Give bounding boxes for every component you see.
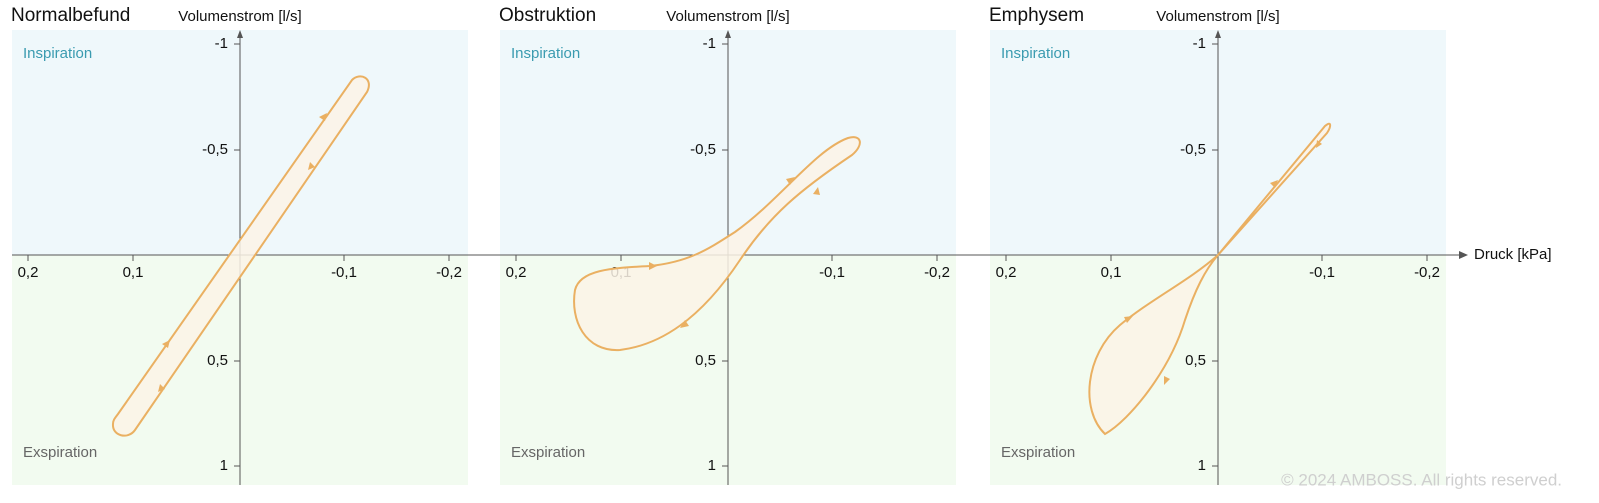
y-axis-label: Volumenstrom [l/s] [1156,8,1279,25]
arrow [158,384,165,392]
y-axis-arrow [725,30,731,38]
panel-title: Normalbefund [11,5,130,26]
copyright: © 2024 AMBOSS. All rights reserved. [1281,470,1562,489]
arrow [1164,376,1170,385]
arrow [813,187,820,195]
x-axis-label: Druck [kPa] [1474,246,1552,263]
x-tick-label: 0,2 [18,264,39,281]
panel-title: Obstruktion [499,5,596,26]
x-axis-arrow [1459,251,1468,259]
x-tick-label: 0,1 [1101,264,1122,281]
y-tick-label: -1 [215,35,228,52]
arrow [1124,316,1133,323]
y-tick-label: -1 [1193,35,1206,52]
arrow [162,340,170,348]
x-tick-label: 0,1 [123,264,144,281]
upper-region-label: Inspiration [1001,45,1070,62]
loops [112,75,1332,437]
y-tick-label: -0,5 [202,141,228,158]
arrow [308,162,315,170]
arrow [786,177,795,185]
y-tick-label: 1 [220,457,228,474]
loop-emphysema [1088,122,1332,436]
y-tick-label: 1 [708,457,716,474]
y-tick-label: 0,5 [695,352,716,369]
lower-region-label: Exspiration [23,444,97,461]
y-tick-label: 0,5 [207,352,228,369]
loop-normal [112,75,370,437]
y-axis-label: Volumenstrom [l/s] [178,8,301,25]
x-tick-label: -0,1 [1309,264,1335,281]
arrow [1270,180,1278,188]
y-axis-arrow [237,30,243,38]
x-tick-label: -0,1 [331,264,357,281]
arrow [319,113,327,121]
lower-region-label: Exspiration [1001,444,1075,461]
x-tick-label: 0,2 [506,264,527,281]
y-tick-label: 0,5 [1185,352,1206,369]
arrow [649,262,657,270]
y-tick-label: -0,5 [690,141,716,158]
x-tick-label: -0,2 [436,264,462,281]
y-tick-label: 1 [1198,457,1206,474]
lower-region-label: Exspiration [511,444,585,461]
x-tick-label: -0,2 [1414,264,1440,281]
upper-region-label: Inspiration [511,45,580,62]
x-tick-label: -0,1 [819,264,845,281]
y-tick-label: -1 [703,35,716,52]
upper-region-label: Inspiration [23,45,92,62]
y-axis-label: Volumenstrom [l/s] [666,8,789,25]
x-tick-label: -0,2 [924,264,950,281]
panel: Emphysem Volumenstrom [l/s] Inspiration Exs… [989,5,1440,485]
x-tick-label: 0,2 [996,264,1017,281]
loop-obstruction [573,136,861,352]
panel-title: Emphysem [989,5,1084,26]
y-tick-label: -0,5 [1180,141,1206,158]
y-axis-arrow [1215,30,1221,38]
arrow [680,320,689,328]
arrow [1316,140,1322,148]
